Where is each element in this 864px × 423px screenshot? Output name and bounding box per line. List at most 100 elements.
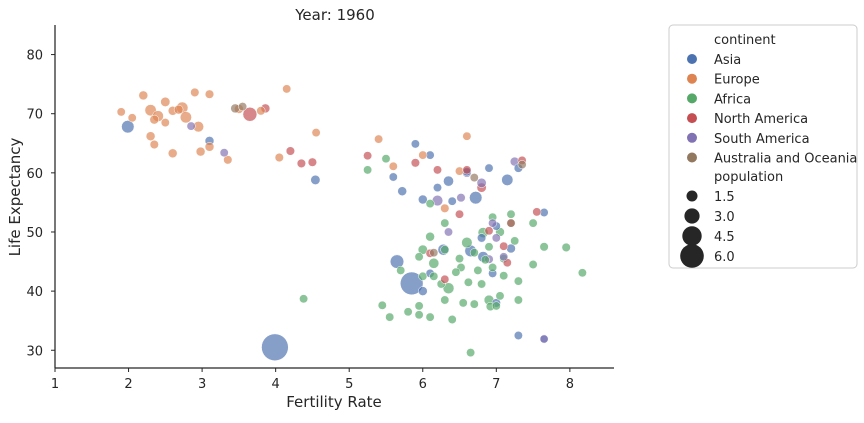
data-point-north-america [296,158,306,168]
data-point-africa [469,248,479,258]
data-point-europe [204,142,215,152]
data-point-africa [299,294,309,304]
legend-size-label: 6.0 [714,250,735,265]
data-point-africa [513,295,523,305]
legend-label-europe: Europe [714,73,760,88]
data-point-africa [414,252,424,262]
data-point-asia [397,186,407,196]
data-point-asia [469,191,483,205]
data-point-europe [462,131,472,141]
data-point-africa [377,300,387,310]
x-tick-label: 8 [566,377,574,392]
legend-size-label: 4.5 [714,230,735,245]
data-point-africa [396,265,406,275]
data-point-europe [173,104,184,115]
chart-title: Year: 1960 [294,6,375,24]
axes-layer [54,25,614,369]
data-point-asia [513,331,523,340]
data-point-asia [484,163,494,173]
data-point-europe [160,96,171,107]
data-point-europe [311,128,321,138]
data-point-africa [385,312,395,322]
legend-label-south-america: South America [714,132,810,147]
data-point-south-america [476,177,487,188]
data-point-asia [501,173,514,186]
data-point-asia [388,172,398,182]
data-point-north-america [462,165,472,175]
y-tick-label: 30 [26,344,43,359]
x-tick-label: 1 [51,377,59,392]
data-point-asia [418,286,428,296]
data-point-africa [429,271,439,281]
x-tick-labels: 1 2 3 4 5 6 7 8 [51,368,574,392]
legend-swatch-europe [687,73,697,84]
data-point-africa [491,301,501,311]
y-tick-labels: 30 40 50 60 70 80 [26,49,55,359]
y-tick-label: 80 [26,49,43,64]
data-point-south-america [219,148,229,158]
legend-size-marker [680,244,704,268]
data-point-asia [121,120,135,134]
data-point-europe [374,134,384,144]
data-point-north-america [242,107,258,122]
data-point-asia [447,196,457,206]
data-point-north-america [484,226,494,236]
data-point-europe [274,152,284,163]
data-point-africa [561,242,571,252]
legend-label-asia: Asia [714,53,741,68]
data-point-south-america [499,252,509,262]
data-point-africa [455,254,464,264]
data-point-africa [381,154,391,164]
data-point-north-america [532,207,542,217]
data-point-north-america [363,151,373,161]
data-point-europe [167,148,178,159]
legend-size-title: population [714,170,783,185]
data-point-asia [410,139,420,149]
x-tick-label: 4 [272,377,280,392]
data-point-africa [442,282,455,294]
data-point-africa [425,312,435,322]
data-point-africa [403,307,413,317]
data-point-north-america [499,241,509,251]
data-point-south-america [539,334,549,344]
data-point-africa [495,291,505,301]
data-point-australia-and-oceania [429,248,439,258]
data-point-australia-and-oceania [230,103,240,114]
data-point-australia-and-oceania [238,102,248,112]
data-point-north-america [455,209,464,219]
data-point-africa [363,165,373,175]
data-point-europe [116,107,126,117]
y-tick-label: 50 [26,226,43,241]
data-point-africa [480,255,490,265]
legend-swatch-north-america [687,113,697,124]
data-point-south-america [444,227,453,237]
data-point-asia [477,233,487,243]
data-point-europe [179,111,192,124]
data-point-africa [484,242,494,252]
data-point-africa [528,260,538,269]
legend-swatch-australia-and-oceania [687,152,697,163]
data-point-europe [149,114,160,125]
legend-swatch-asia [687,54,697,64]
data-point-asia [418,194,428,205]
data-point-north-america [410,158,420,168]
data-point-north-america [440,274,450,284]
legend-label-africa: Africa [714,92,751,107]
data-point-africa [528,218,538,228]
x-tick-label: 2 [124,377,132,392]
data-point-africa [440,245,450,255]
x-tick-label: 6 [419,377,427,392]
data-point-south-america [488,218,498,228]
y-tick-label: 40 [26,285,43,300]
y-tick-label: 70 [26,108,43,123]
data-point-africa [510,236,520,246]
data-point-europe [440,203,450,213]
data-point-africa [458,298,468,308]
data-point-africa [451,267,461,277]
data-point-asia [261,333,289,361]
chart-legend: continent Asia Europe Africa North America S… [668,24,858,269]
data-point-africa [461,237,473,249]
data-point-australia-and-oceania [517,160,527,170]
data-point-europe [160,118,170,128]
data-point-africa [447,315,457,324]
